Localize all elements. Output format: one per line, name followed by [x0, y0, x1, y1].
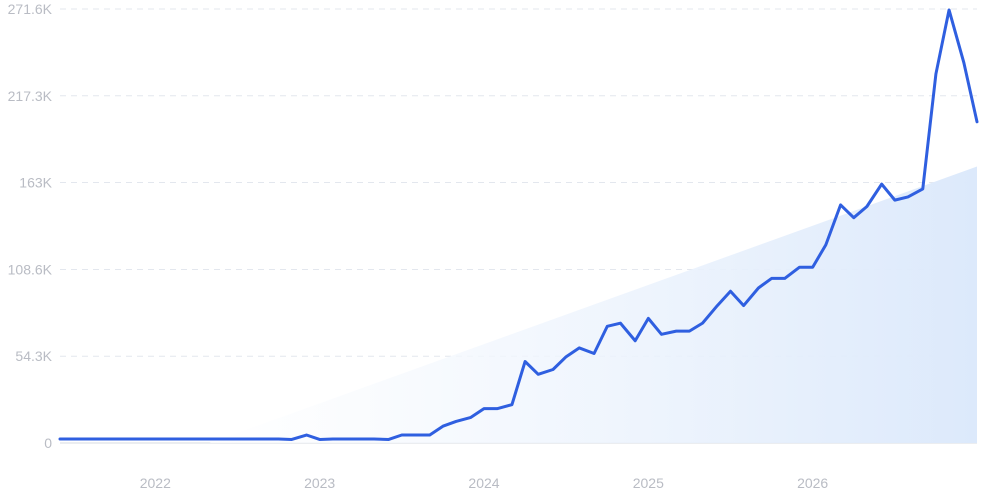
data-point	[59, 438, 61, 440]
data-point	[264, 438, 266, 440]
data-point	[236, 438, 238, 440]
y-tick-label: 0	[44, 435, 52, 451]
trend-area-layer	[209, 166, 977, 443]
data-point	[141, 438, 143, 440]
data-point	[167, 438, 169, 440]
x-tick-label: 2022	[140, 475, 171, 491]
data-point	[360, 438, 362, 440]
data-point	[126, 438, 128, 440]
data-point	[470, 416, 472, 418]
data-point	[72, 438, 74, 440]
data-point	[907, 196, 909, 198]
data-point	[922, 188, 924, 190]
data-point	[291, 438, 293, 440]
data-point	[223, 438, 225, 440]
data-point	[757, 287, 759, 289]
x-tick-label: 2025	[633, 475, 664, 491]
data-point	[784, 277, 786, 279]
data-point	[100, 438, 102, 440]
data-point	[85, 438, 87, 440]
data-point	[963, 61, 965, 63]
data-point	[853, 216, 855, 218]
y-tick-label: 108.6K	[8, 261, 53, 277]
data-point	[935, 73, 937, 75]
data-point	[675, 330, 677, 332]
series-line	[58, 8, 979, 441]
data-point	[742, 304, 744, 306]
data-point	[455, 420, 457, 422]
data-point	[537, 373, 539, 375]
data-point	[976, 121, 978, 123]
data-point	[373, 438, 375, 440]
data-point	[552, 368, 554, 370]
data-point	[387, 438, 389, 440]
data-point	[346, 438, 348, 440]
data-point	[524, 360, 526, 362]
x-tick-label: 2024	[468, 475, 499, 491]
data-point	[647, 317, 649, 319]
data-point	[593, 352, 595, 354]
data-point	[277, 438, 279, 440]
data-point	[332, 438, 334, 440]
data-point	[401, 434, 403, 436]
data-point	[511, 403, 513, 405]
y-axis-labels: 0 54.3K 108.6K 163K 217.3K 271.6K	[8, 1, 53, 451]
data-point	[825, 244, 827, 246]
data-point	[716, 304, 718, 306]
data-point	[688, 330, 690, 332]
series-line-layer	[58, 8, 979, 441]
data-point	[811, 266, 813, 268]
data-point	[866, 205, 868, 207]
y-tick-label: 54.3K	[15, 348, 52, 364]
y-tick-label: 163K	[19, 175, 52, 191]
data-point	[948, 9, 950, 11]
data-point	[113, 438, 115, 440]
data-point	[619, 322, 621, 324]
x-tick-label: 2023	[304, 475, 335, 491]
data-point	[414, 434, 416, 436]
data-point	[565, 356, 567, 358]
data-point	[894, 199, 896, 201]
y-tick-label: 271.6K	[8, 1, 53, 17]
y-tick-label: 217.3K	[8, 88, 53, 104]
data-point	[839, 204, 841, 206]
data-point	[660, 333, 662, 335]
data-point	[701, 322, 703, 324]
x-tick-label: 2026	[797, 475, 828, 491]
data-point	[249, 438, 251, 440]
data-point	[483, 407, 485, 409]
data-point	[496, 407, 498, 409]
data-point	[770, 277, 772, 279]
data-point	[880, 183, 882, 185]
x-axis-labels: 2022 2023 2024 2025 2026	[140, 475, 829, 491]
trend-area	[209, 166, 977, 443]
data-point	[195, 438, 197, 440]
data-point	[442, 425, 444, 427]
data-point	[798, 266, 800, 268]
data-point	[729, 290, 731, 292]
data-point	[606, 325, 608, 327]
data-point	[208, 438, 210, 440]
data-point	[318, 438, 320, 440]
data-point	[182, 438, 184, 440]
data-point	[305, 434, 307, 436]
data-point	[429, 434, 431, 436]
data-point	[154, 438, 156, 440]
data-point	[578, 347, 580, 349]
data-point	[634, 340, 636, 342]
